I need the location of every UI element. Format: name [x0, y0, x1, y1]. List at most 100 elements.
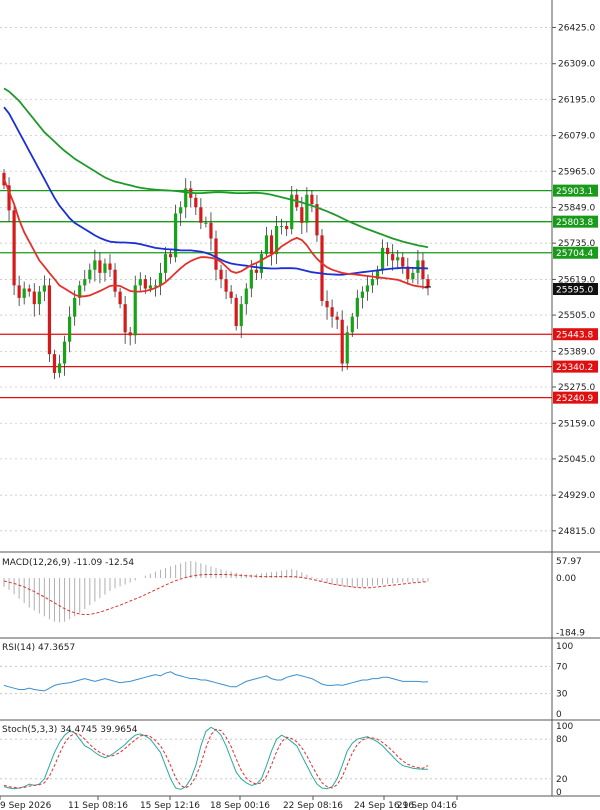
bull-candle — [396, 257, 400, 261]
bull-candle — [68, 316, 72, 342]
bull-candle — [249, 269, 253, 289]
macd-tick-label: -184.9 — [556, 628, 585, 638]
bear-candle — [285, 225, 289, 230]
rsi-tick-label: 70 — [556, 662, 568, 672]
bear-candle — [118, 291, 122, 305]
bear-candle — [426, 279, 430, 287]
bull-candle — [158, 272, 163, 286]
bear-candle — [391, 254, 395, 261]
rsi-tick-label: 30 — [556, 690, 568, 700]
ma-green-line — [3, 87, 429, 249]
bear-candle — [421, 260, 425, 280]
bear-candle — [7, 185, 11, 211]
bull-candle — [62, 341, 67, 364]
current-price-tag: 25595.0 — [553, 283, 598, 296]
price-axis: 26425.0 26309.0 26195.0 26079.0 25965.0 25849… — [552, 23, 595, 537]
bull-candle — [244, 288, 248, 305]
bull-candle — [355, 297, 359, 317]
stoch-panel: 100 80 20 0 — [0, 722, 573, 798]
support-resistance-lines — [0, 189, 552, 399]
bull-candle — [411, 272, 415, 280]
bear-candle — [194, 197, 198, 208]
bear-candle — [12, 210, 16, 286]
rsi-panel: 100 70 30 0 — [0, 642, 573, 720]
stoch-k-line — [3, 726, 428, 790]
bull-candle — [280, 225, 284, 227]
bear-candle — [325, 301, 329, 308]
bull-candle — [138, 279, 142, 286]
bear-candle — [98, 260, 102, 273]
bear-candle — [335, 316, 339, 320]
resistance-tag-label: 25803.8 — [556, 218, 593, 228]
bear-candle — [27, 288, 31, 292]
bear-candle — [52, 354, 57, 373]
bull-candle — [42, 285, 46, 292]
moving-averages — [3, 87, 431, 298]
price-tick-label: 25849.0 — [558, 204, 595, 214]
bear-candle — [128, 332, 132, 336]
macd-panel: 57.97 0.00 -184.9 — [3, 557, 585, 638]
price-tick-label: 26195.0 — [558, 95, 595, 105]
bull-candle — [259, 254, 264, 273]
bull-candle — [274, 225, 279, 255]
rsi-tick-label: 0 — [556, 710, 562, 720]
bear-candle — [113, 269, 117, 292]
bull-candle — [133, 285, 137, 336]
time-label: 11 Sep 08:16 — [68, 801, 128, 810]
bear-candle — [168, 254, 173, 258]
macd-tick-label: 0.00 — [556, 574, 576, 584]
bull-candle — [370, 279, 375, 286]
bear-candle — [143, 279, 147, 289]
price-tick-label: 25505.0 — [558, 311, 595, 321]
bear-candle — [300, 207, 304, 223]
price-tick-label: 25045.0 — [558, 455, 595, 465]
bear-candle — [219, 269, 223, 280]
resistance-tag — [553, 184, 598, 197]
support-tag — [553, 328, 598, 341]
bear-candle — [406, 266, 410, 280]
bull-candle — [380, 247, 385, 270]
bull-candle — [73, 297, 77, 317]
support-tag-label: 25240.9 — [556, 394, 593, 404]
stoch-tick-label: 0 — [556, 788, 562, 798]
time-label: 18 Sep 00:16 — [210, 801, 270, 810]
bull-candle — [290, 194, 294, 230]
bull-candle — [416, 260, 420, 273]
stoch-label: Stoch(5,3,3) 34.4745 39.9654 — [2, 725, 138, 735]
bear-candle — [229, 291, 233, 298]
stoch-d-line — [3, 728, 429, 789]
price-tick-label: 25619.0 — [558, 275, 595, 285]
bear-candle — [47, 285, 52, 355]
price-grid — [0, 27, 552, 532]
candlesticks — [2, 169, 430, 380]
support-tag-label: 25340.2 — [556, 363, 593, 373]
bull-candle — [103, 263, 107, 273]
bull-candle — [88, 269, 92, 280]
time-label: 22 Sep 08:16 — [283, 801, 343, 810]
bull-candle — [350, 316, 354, 333]
macd-label: MACD(12,26,9) -11.09 -12.54 — [2, 558, 134, 568]
price-tick-label: 26079.0 — [558, 132, 595, 142]
bear-candle — [234, 297, 238, 327]
time-axis: 9 Sep 2026 11 Sep 08:16 15 Sep 12:16 18 Sep… — [0, 796, 458, 810]
bear-candle — [214, 238, 218, 270]
support-tag-label: 25443.8 — [556, 331, 593, 341]
bull-candle — [179, 207, 183, 214]
price-tick-label: 26425.0 — [558, 23, 595, 33]
bull-candle — [148, 285, 152, 289]
bull-candle — [305, 194, 309, 223]
bull-candle — [57, 363, 62, 373]
resistance-tag — [553, 215, 598, 228]
rsi-line — [3, 671, 429, 692]
bull-candle — [37, 291, 41, 305]
resistance-tag-label: 25903.1 — [556, 187, 593, 197]
time-label: 15 Sep 12:16 — [140, 801, 200, 810]
bull-candle — [345, 332, 349, 364]
bear-candle — [108, 263, 112, 270]
price-tick-label: 25389.0 — [558, 347, 595, 357]
level-tags: 25903.1 25803.8 25704.4 25443.8 25340.2 25240… — [553, 184, 598, 404]
bull-candle — [239, 304, 243, 327]
bear-candle — [340, 319, 344, 364]
bear-candle — [17, 285, 21, 298]
